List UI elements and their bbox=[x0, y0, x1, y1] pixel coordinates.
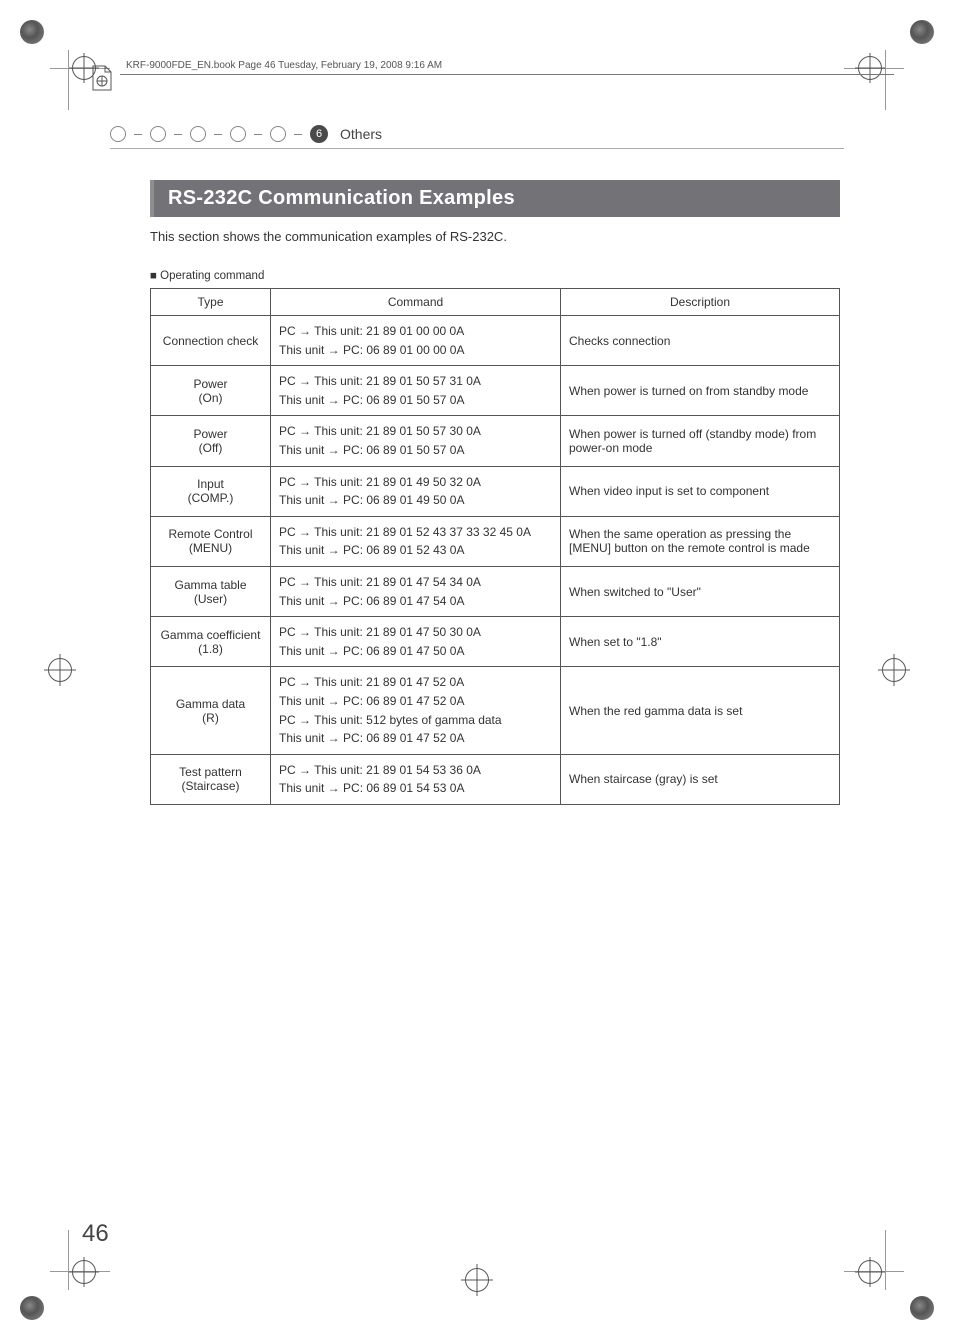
cell-description: When the red gamma data is set bbox=[561, 667, 840, 754]
command-line: PC → This unit: 21 89 01 49 50 32 0A bbox=[279, 473, 552, 492]
subheading: Operating command bbox=[150, 270, 840, 282]
cell-command: PC → This unit: 21 89 01 50 57 30 0AThis… bbox=[271, 416, 561, 466]
table-row: Input(COMP.)PC → This unit: 21 89 01 49 … bbox=[151, 466, 840, 516]
breadcrumb-step-icon bbox=[150, 126, 166, 142]
cell-description: When power is turned on from standby mod… bbox=[561, 366, 840, 416]
cell-type: Input(COMP.) bbox=[151, 466, 271, 516]
intro-text: This section shows the communication exa… bbox=[150, 229, 840, 244]
cropmark-bottom-left bbox=[20, 1260, 80, 1320]
framemaker-header-text: KRF-9000FDE_EN.book Page 46 Tuesday, Feb… bbox=[124, 60, 444, 71]
command-line: PC → This unit: 21 89 01 00 00 0A bbox=[279, 322, 552, 341]
table-row: Test pattern(Staircase)PC → This unit: 2… bbox=[151, 754, 840, 804]
command-line: This unit → PC: 06 89 01 52 43 0A bbox=[279, 541, 552, 560]
cropmark-mid-bottom bbox=[465, 1268, 489, 1292]
cell-command: PC → This unit: 21 89 01 52 43 37 33 32 … bbox=[271, 516, 561, 566]
command-line: PC → This unit: 21 89 01 47 52 0A bbox=[279, 673, 552, 692]
breadcrumb-step-icon bbox=[190, 126, 206, 142]
breadcrumb-current-number: 6 bbox=[310, 125, 328, 143]
table-header-type: Type bbox=[151, 289, 271, 316]
table-row: Power(On)PC → This unit: 21 89 01 50 57 … bbox=[151, 366, 840, 416]
cell-command: PC → This unit: 21 89 01 47 50 30 0AThis… bbox=[271, 617, 561, 667]
cell-command: PC → This unit: 21 89 01 00 00 0AThis un… bbox=[271, 316, 561, 366]
command-line: This unit → PC: 06 89 01 50 57 0A bbox=[279, 391, 552, 410]
cropmark-mid-left bbox=[48, 658, 72, 682]
table-row: Power(Off)PC → This unit: 21 89 01 50 57… bbox=[151, 416, 840, 466]
cropmark-top-right bbox=[874, 20, 934, 80]
section-breadcrumb: 6 Others bbox=[110, 125, 382, 143]
command-line: PC → This unit: 21 89 01 47 50 30 0A bbox=[279, 623, 552, 642]
cell-description: When set to "1.8" bbox=[561, 617, 840, 667]
command-line: This unit → PC: 06 89 01 47 52 0A bbox=[279, 692, 552, 711]
table-row: Gamma data(R)PC → This unit: 21 89 01 47… bbox=[151, 667, 840, 754]
cell-description: When switched to "User" bbox=[561, 566, 840, 616]
cropmark-bottom-right bbox=[874, 1260, 934, 1320]
breadcrumb-step-icon bbox=[110, 126, 126, 142]
command-line: PC → This unit: 21 89 01 54 53 36 0A bbox=[279, 761, 552, 780]
cell-command: PC → This unit: 21 89 01 47 54 34 0AThis… bbox=[271, 566, 561, 616]
command-line: This unit → PC: 06 89 01 54 53 0A bbox=[279, 779, 552, 798]
commands-table: Type Command Description Connection chec… bbox=[150, 288, 840, 805]
table-header-command: Command bbox=[271, 289, 561, 316]
cell-description: When power is turned off (standby mode) … bbox=[561, 416, 840, 466]
cell-description: When the same operation as pressing the … bbox=[561, 516, 840, 566]
cell-command: PC → This unit: 21 89 01 54 53 36 0AThis… bbox=[271, 754, 561, 804]
cell-type: Power(Off) bbox=[151, 416, 271, 466]
table-row: Gamma coefficient(1.8)PC → This unit: 21… bbox=[151, 617, 840, 667]
subheading-label: Operating command bbox=[160, 270, 264, 282]
command-line: PC → This unit: 21 89 01 52 43 37 33 32 … bbox=[279, 523, 552, 542]
command-line: PC → This unit: 21 89 01 47 54 34 0A bbox=[279, 573, 552, 592]
command-line: PC → This unit: 21 89 01 50 57 30 0A bbox=[279, 422, 552, 441]
command-line: This unit → PC: 06 89 01 50 57 0A bbox=[279, 441, 552, 460]
cell-description: Checks connection bbox=[561, 316, 840, 366]
cell-description: When video input is set to component bbox=[561, 466, 840, 516]
cropmark-mid-right bbox=[882, 658, 906, 682]
cell-command: PC → This unit: 21 89 01 49 50 32 0AThis… bbox=[271, 466, 561, 516]
cell-type: Gamma data(R) bbox=[151, 667, 271, 754]
command-line: PC → This unit: 21 89 01 50 57 31 0A bbox=[279, 372, 552, 391]
page-number: 46 bbox=[82, 1220, 109, 1248]
breadcrumb-divider bbox=[110, 148, 844, 149]
cell-command: PC → This unit: 21 89 01 50 57 31 0AThis… bbox=[271, 366, 561, 416]
table-row: Gamma table(User)PC → This unit: 21 89 0… bbox=[151, 566, 840, 616]
page-content: RS-232C Communication Examples This sect… bbox=[150, 180, 840, 805]
framemaker-header: KRF-9000FDE_EN.book Page 46 Tuesday, Feb… bbox=[120, 74, 894, 94]
book-pdf-icon bbox=[92, 65, 112, 91]
command-line: PC → This unit: 512 bytes of gamma data bbox=[279, 711, 552, 730]
breadcrumb-step-icon bbox=[230, 126, 246, 142]
command-line: This unit → PC: 06 89 01 49 50 0A bbox=[279, 491, 552, 510]
command-line: This unit → PC: 06 89 01 47 50 0A bbox=[279, 642, 552, 661]
breadcrumb-section-label: Others bbox=[340, 126, 382, 142]
table-row: Remote Control(MENU) PC → This unit: 21 8… bbox=[151, 516, 840, 566]
cell-type: Gamma coefficient(1.8) bbox=[151, 617, 271, 667]
cell-type: Remote Control(MENU) bbox=[151, 516, 271, 566]
cell-type: Test pattern(Staircase) bbox=[151, 754, 271, 804]
cell-type: Connection check bbox=[151, 316, 271, 366]
command-line: This unit → PC: 06 89 01 00 00 0A bbox=[279, 341, 552, 360]
cell-command: PC → This unit: 21 89 01 47 52 0AThis un… bbox=[271, 667, 561, 754]
cropmark-top-left bbox=[20, 20, 80, 80]
cell-type: Power(On) bbox=[151, 366, 271, 416]
table-header-description: Description bbox=[561, 289, 840, 316]
cell-description: When staircase (gray) is set bbox=[561, 754, 840, 804]
table-row: Connection checkPC → This unit: 21 89 01… bbox=[151, 316, 840, 366]
command-line: This unit → PC: 06 89 01 47 54 0A bbox=[279, 592, 552, 611]
command-line: This unit → PC: 06 89 01 47 52 0A bbox=[279, 729, 552, 748]
page-title: RS-232C Communication Examples bbox=[150, 180, 840, 217]
breadcrumb-step-icon bbox=[270, 126, 286, 142]
cell-type: Gamma table(User) bbox=[151, 566, 271, 616]
